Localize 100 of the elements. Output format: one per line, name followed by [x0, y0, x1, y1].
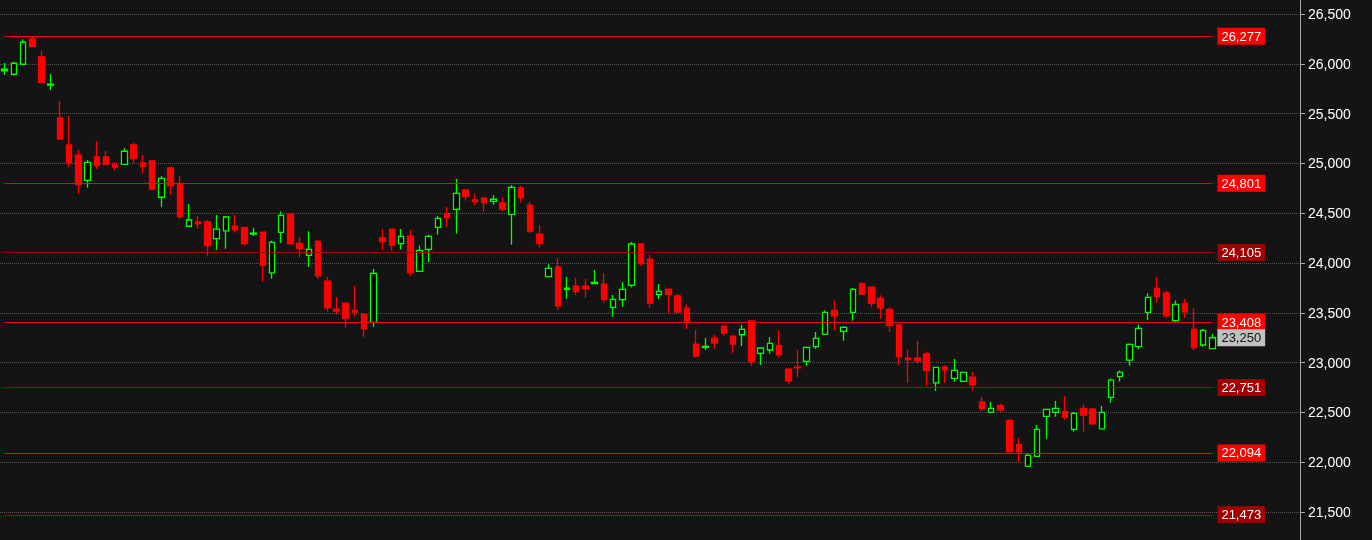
candlestick — [775, 329, 783, 359]
candlestick — [627, 241, 636, 288]
candlestick — [240, 226, 249, 247]
candlestick — [46, 73, 55, 91]
candlestick — [268, 240, 276, 280]
y-tick-label: 21,500 — [1308, 504, 1352, 521]
candlestick — [517, 185, 525, 204]
candlestick — [305, 230, 313, 268]
candlestick — [876, 294, 885, 320]
candlestick — [1079, 403, 1088, 433]
candlestick — [489, 194, 498, 206]
candlestick — [286, 212, 295, 246]
candlestick — [664, 288, 673, 315]
candlestick — [185, 203, 193, 227]
y-tick-label: 23,500 — [1308, 304, 1352, 321]
candlestick — [120, 147, 129, 165]
ref-line-label: 24,801 — [1221, 175, 1262, 191]
candlestick — [1125, 342, 1134, 367]
candlestick — [129, 142, 138, 164]
candlestick — [388, 228, 396, 252]
candlestick — [461, 189, 470, 202]
candlestick — [710, 334, 719, 350]
candlestick — [968, 371, 977, 392]
candlestick — [471, 193, 479, 206]
candlestick — [1051, 400, 1060, 418]
candlestick — [434, 215, 442, 236]
y-tick-label: 22,500 — [1308, 404, 1352, 421]
candlestick — [839, 325, 848, 342]
candlestick — [295, 236, 304, 258]
candlestick — [655, 283, 663, 300]
candlestick — [1098, 405, 1106, 430]
candlestick — [1144, 292, 1152, 321]
candlestick — [867, 286, 876, 309]
candlestick — [1107, 377, 1115, 404]
candlestick — [802, 346, 811, 367]
ref-line-label: 23,408 — [1221, 314, 1262, 330]
candlestick — [554, 257, 562, 311]
candlestick — [65, 115, 73, 168]
candlestick — [0, 62, 9, 76]
candlestick — [766, 336, 774, 355]
candlestick — [858, 282, 866, 295]
candlestick — [1134, 323, 1143, 351]
candlestick — [1061, 395, 1069, 421]
candlestick — [600, 272, 608, 304]
candlestick — [904, 349, 912, 384]
candlestick — [212, 214, 221, 251]
y-tick-label: 23,000 — [1308, 354, 1352, 371]
candlestick — [111, 161, 119, 172]
candlestick — [37, 50, 46, 84]
candlestick — [720, 324, 728, 337]
candlestick — [932, 366, 940, 392]
candlestick — [526, 201, 534, 234]
candlestick — [222, 215, 230, 250]
candlestick — [1033, 424, 1041, 458]
candlestick — [784, 368, 793, 385]
y-tick-label: 25,000 — [1308, 155, 1352, 172]
ref-line-label: 22,751 — [1221, 379, 1262, 395]
candlestick — [452, 178, 461, 235]
candlestick — [378, 228, 387, 251]
candlestick — [397, 228, 405, 251]
candlestick — [1208, 333, 1217, 350]
candlestick — [93, 140, 101, 170]
ref-line-label: 21,473 — [1221, 507, 1262, 523]
candlestick — [507, 184, 516, 246]
y-tick-label: 24,500 — [1308, 205, 1352, 222]
candlestick — [673, 293, 682, 314]
candlestick — [406, 229, 415, 277]
candlestick — [1162, 290, 1171, 319]
y-tick-label: 22,000 — [1308, 454, 1352, 471]
candlestick — [756, 347, 765, 366]
candlestick — [102, 150, 110, 166]
candlestick — [194, 215, 202, 230]
candlestick — [332, 296, 341, 316]
ref-line-label: 26,277 — [1221, 28, 1262, 44]
candlestick — [1070, 411, 1078, 433]
candlestick — [249, 227, 258, 237]
candlestick — [701, 337, 710, 351]
candlestick — [1153, 276, 1161, 304]
y-tick-label: 25,500 — [1308, 105, 1352, 122]
candlestick — [563, 276, 571, 300]
candlestick — [738, 324, 746, 347]
candlestick — [56, 100, 64, 140]
candlestick — [1181, 298, 1189, 319]
candlestick — [581, 278, 590, 299]
ref-line-label: 22,094 — [1221, 445, 1262, 461]
candlestick — [1024, 453, 1032, 468]
candlestick — [913, 340, 922, 365]
candlestick — [314, 239, 322, 280]
candlestick — [19, 38, 27, 65]
candlestick — [83, 159, 92, 189]
candlestick — [729, 335, 737, 354]
candlestick — [572, 277, 580, 296]
y-tick-label: 26,500 — [1308, 5, 1352, 22]
candlestick — [922, 350, 931, 387]
candlestick — [692, 329, 700, 359]
candlestick — [637, 243, 645, 267]
candlestick — [351, 285, 359, 318]
candlestick — [793, 349, 802, 378]
candlestick — [415, 244, 424, 273]
candlestick — [941, 364, 949, 384]
